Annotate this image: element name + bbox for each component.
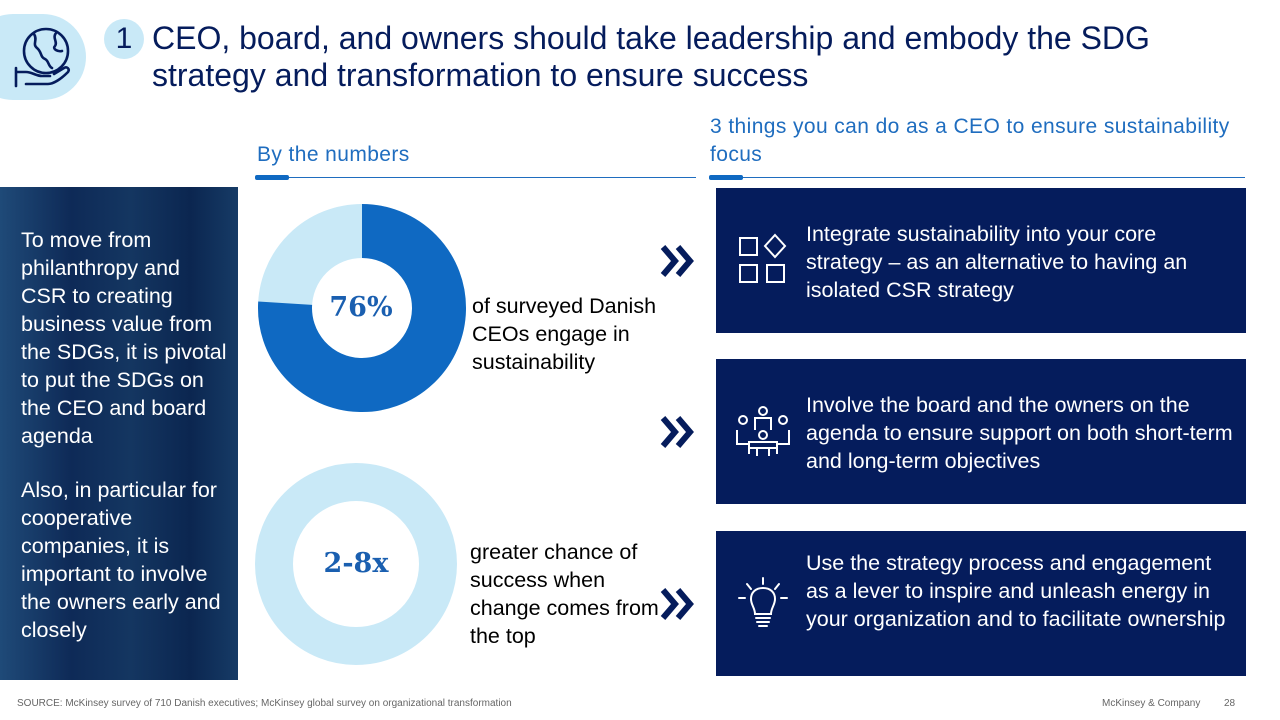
ring-track bbox=[255, 463, 457, 665]
action-1-text: Integrate sustainability into your core … bbox=[806, 222, 1188, 302]
action-box-1 bbox=[716, 188, 1246, 333]
chevron-double-right-icon bbox=[660, 416, 694, 448]
action-box-2 bbox=[716, 359, 1246, 504]
action-3-text: Use the strategy process and engagement … bbox=[806, 551, 1226, 631]
actions-rule bbox=[709, 177, 1245, 178]
footer-source: SOURCE: McKinsey survey of 710 Danish ex… bbox=[17, 698, 512, 709]
numbers-heading: By the numbers bbox=[257, 143, 410, 166]
globe-hand-icon bbox=[14, 27, 70, 88]
board-meeting-icon bbox=[736, 406, 790, 456]
ring-chart-2-8x bbox=[255, 463, 457, 665]
actions-rule-accent bbox=[709, 175, 743, 180]
left-panel bbox=[0, 187, 238, 680]
left-panel-paragraph-1: To move from philanthropy and CSR to cre… bbox=[21, 228, 227, 448]
page-title: CEO, board, and owners should take leade… bbox=[152, 20, 1150, 93]
donut-value-arc bbox=[258, 204, 466, 412]
page-number: 28 bbox=[1224, 698, 1236, 709]
chevron-double-right-icon bbox=[660, 588, 694, 620]
stat-1-value: 76% bbox=[329, 292, 393, 323]
stat-2-label: greater chance of success when change co… bbox=[470, 540, 659, 648]
donut-chart-76 bbox=[258, 204, 466, 412]
stat-1-label: of surveyed Danish CEOs engage in sustai… bbox=[472, 294, 657, 374]
actions-heading: 3 things you can do as a CEO to ensure s… bbox=[710, 115, 1230, 166]
stat-2-value: 2-8x bbox=[323, 548, 389, 579]
action-box-3 bbox=[716, 531, 1246, 676]
left-panel-paragraph-2: Also, in particular for cooperative comp… bbox=[21, 478, 221, 642]
lightbulb-icon bbox=[738, 577, 788, 627]
chevron-double-right-icon bbox=[660, 245, 694, 277]
section-number: 1 bbox=[104, 19, 144, 59]
action-2-text: Involve the board and the owners on the … bbox=[806, 393, 1233, 473]
numbers-rule-accent bbox=[255, 175, 289, 180]
shapes-icon bbox=[739, 233, 787, 283]
footer-brand: McKinsey & Company bbox=[1102, 698, 1201, 709]
numbers-rule bbox=[255, 177, 696, 178]
